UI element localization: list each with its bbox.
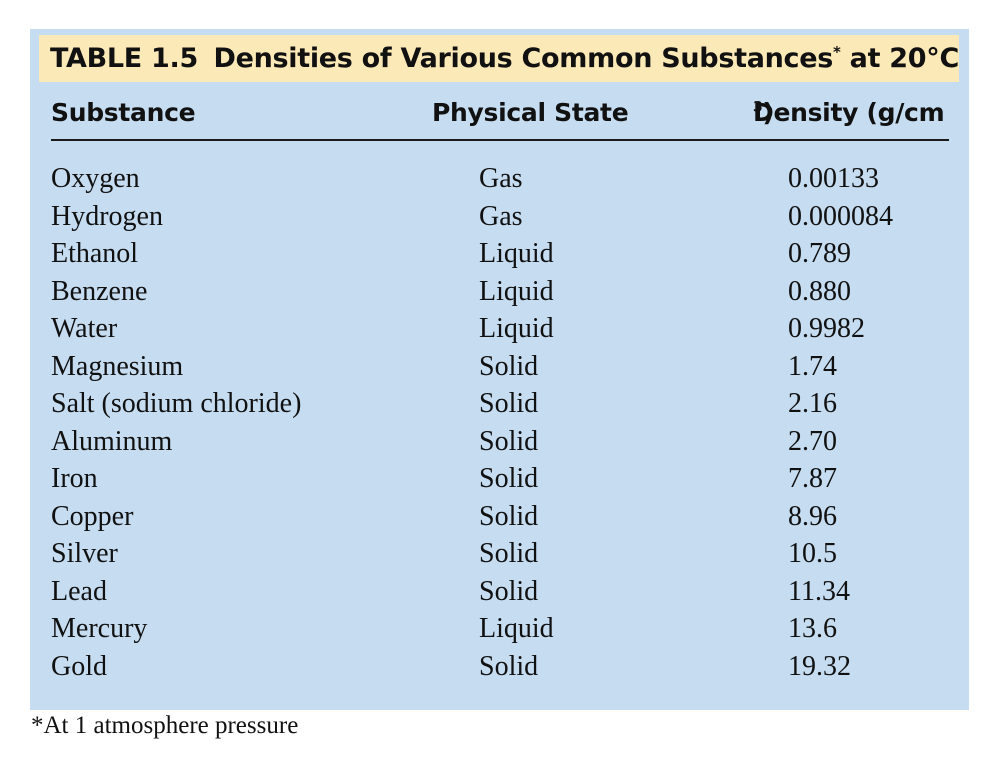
cell-substance: Mercury <box>51 613 148 644</box>
cell-physical-state: Gas <box>479 200 523 232</box>
cell-substance: Oxygen <box>51 163 140 194</box>
cell-substance: Gold <box>51 650 107 682</box>
cell-physical-state: Solid <box>479 425 539 457</box>
cell-substance: Ethanol <box>51 238 139 269</box>
density-header-exponent: 3 <box>753 99 763 116</box>
table-row: Silver Solid 10.5 <box>0 535 1000 573</box>
column-header-physical-state: Physical State <box>432 98 629 127</box>
table-row: Copper Solid 8.96 <box>0 498 1000 536</box>
cell-density: 0.789 <box>788 238 851 269</box>
column-header-substance: Substance <box>51 98 196 127</box>
table-row: Salt (sodium chloride) Solid 2.16 <box>0 385 1000 423</box>
cell-density: 0.000084 <box>788 200 893 232</box>
cell-physical-state: Solid <box>479 500 539 532</box>
table-title-bar: TABLE 1.5 Densities of Various Common Su… <box>39 35 959 82</box>
cell-density: 0.880 <box>788 275 851 307</box>
cell-density: 1.74 <box>788 350 837 382</box>
table-row: Hydrogen Gas 0.000084 <box>0 198 1000 236</box>
cell-physical-state: Solid <box>479 350 539 382</box>
cell-substance: Copper <box>51 500 134 532</box>
table-number-label: TABLE 1.5 <box>50 43 198 74</box>
cell-density: 7.87 <box>788 463 837 494</box>
table-title-main: Densities of Various Common Substances <box>213 43 834 74</box>
cell-density: 8.96 <box>788 500 837 532</box>
cell-density: 2.16 <box>788 388 837 419</box>
table-header: Substance Physical State Density (g/cm 3) <box>0 98 1000 138</box>
cell-substance: Iron <box>51 463 98 494</box>
cell-substance: Salt (sodium chloride) <box>51 388 302 419</box>
table-row: Mercury Liquid 13.6 <box>0 610 1000 648</box>
header-divider <box>51 139 949 141</box>
cell-density: 11.34 <box>788 575 850 607</box>
table-row: Benzene Liquid 0.880 <box>0 273 1000 311</box>
cell-physical-state: Liquid <box>479 275 554 307</box>
cell-substance: Magnesium <box>51 350 184 382</box>
cell-substance: Lead <box>51 575 107 607</box>
table-title-tail: at 20°C <box>840 43 960 74</box>
cell-density: 19.32 <box>788 650 851 682</box>
cell-density: 2.70 <box>788 425 837 457</box>
table-row: Gold Solid 19.32 <box>0 648 1000 686</box>
cell-substance: Aluminum <box>51 425 173 457</box>
cell-substance: Water <box>51 313 118 344</box>
table-row: Aluminum Solid 2.70 <box>0 423 1000 461</box>
cell-physical-state: Liquid <box>479 313 554 344</box>
table-title-footnote-mark: * <box>833 43 841 61</box>
column-header-density: Density (g/cm 3) <box>753 98 945 127</box>
table-row: Ethanol Liquid 0.789 <box>0 235 1000 273</box>
table-row: Magnesium Solid 1.74 <box>0 348 1000 386</box>
table-row: Lead Solid 11.34 <box>0 573 1000 611</box>
cell-physical-state: Solid <box>479 388 539 419</box>
cell-density: 0.9982 <box>788 313 865 344</box>
table-row: Iron Solid 7.87 <box>0 460 1000 498</box>
cell-density: 13.6 <box>788 613 837 644</box>
cell-density: 0.00133 <box>788 163 879 194</box>
cell-density: 10.5 <box>788 538 837 569</box>
cell-substance: Hydrogen <box>51 200 163 232</box>
table-title: Densities of Various Common Substances* … <box>213 43 959 74</box>
cell-physical-state: Liquid <box>479 613 554 644</box>
cell-physical-state: Solid <box>479 575 539 607</box>
cell-physical-state: Solid <box>479 650 539 682</box>
cell-substance: Benzene <box>51 275 148 307</box>
cell-physical-state: Solid <box>479 538 539 569</box>
cell-substance: Silver <box>51 538 118 569</box>
table-row: Oxygen Gas 0.00133 <box>0 160 1000 198</box>
cell-physical-state: Liquid <box>479 238 554 269</box>
table-footnote: *At 1 atmosphere pressure <box>31 712 299 739</box>
density-header-text: Density (g/cm <box>753 98 945 127</box>
density-header-close: ) <box>762 98 774 127</box>
table-panel <box>30 29 969 710</box>
cell-physical-state: Gas <box>479 163 523 194</box>
table-body: Oxygen Gas 0.00133 Hydrogen Gas 0.000084 Ethan… <box>0 160 1000 685</box>
cell-physical-state: Solid <box>479 463 539 494</box>
table-row: Water Liquid 0.9982 <box>0 310 1000 348</box>
